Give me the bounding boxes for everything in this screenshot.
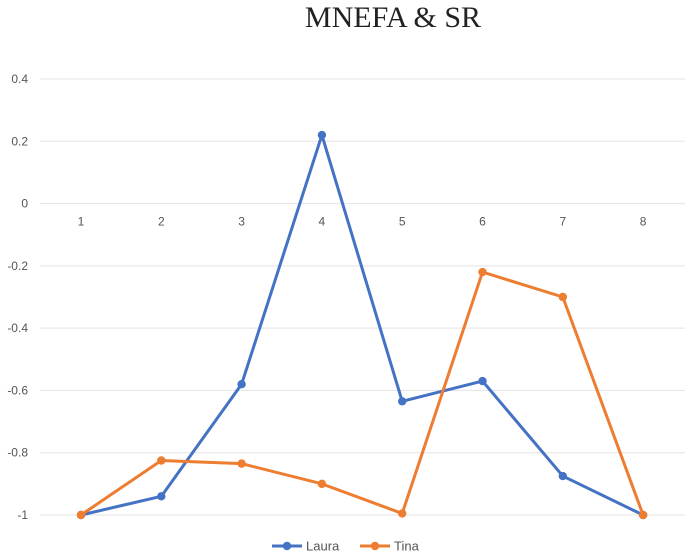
series-line <box>80 270 645 517</box>
data-point <box>237 380 246 389</box>
data-point <box>398 397 407 406</box>
y-axis-tick-labels: 0.4 0.2 0 -0.2 -0.4 -0.6 -0.8 -1 <box>7 72 28 522</box>
x-tick-label: 3 <box>238 215 245 229</box>
series-line <box>80 133 644 517</box>
y-tick-label: 0.4 <box>11 72 28 86</box>
series-tina <box>76 267 648 520</box>
legend: Laura Tina <box>272 539 420 554</box>
y-tick-label: 0.2 <box>11 134 28 148</box>
gridlines <box>40 78 685 516</box>
x-tick-label: 6 <box>479 215 486 229</box>
data-point <box>558 471 567 481</box>
legend-swatch-marker <box>370 541 380 551</box>
x-tick-label: 1 <box>78 215 85 229</box>
data-point <box>76 510 86 520</box>
data-point <box>237 459 246 468</box>
legend-label: Tina <box>394 539 420 554</box>
x-tick-label: 4 <box>319 215 326 229</box>
x-tick-label: 8 <box>640 215 647 229</box>
data-point <box>558 292 567 302</box>
y-tick-label: -0.8 <box>7 446 28 460</box>
y-tick-label: -0.4 <box>7 321 28 335</box>
chart-title: MNEFA & SR <box>305 1 481 34</box>
y-tick-label: -0.6 <box>7 383 28 397</box>
x-axis-tick-labels: 1 2 3 4 5 6 7 8 <box>78 215 647 229</box>
data-point <box>157 492 166 501</box>
data-point <box>157 456 166 465</box>
data-point <box>398 509 407 518</box>
data-point <box>317 479 327 489</box>
legend-label: Laura <box>306 539 340 554</box>
y-tick-label: -1 <box>17 508 28 522</box>
x-tick-label: 2 <box>158 215 165 229</box>
data-point <box>317 130 327 140</box>
data-point <box>478 267 487 277</box>
y-tick-label: 0 <box>21 197 28 211</box>
y-tick-label: -0.2 <box>7 259 28 273</box>
x-tick-label: 5 <box>399 215 406 229</box>
data-point <box>478 376 487 386</box>
data-point <box>638 510 648 520</box>
x-tick-label: 7 <box>559 215 566 229</box>
legend-swatch-marker <box>282 541 292 551</box>
series-group <box>76 130 648 520</box>
